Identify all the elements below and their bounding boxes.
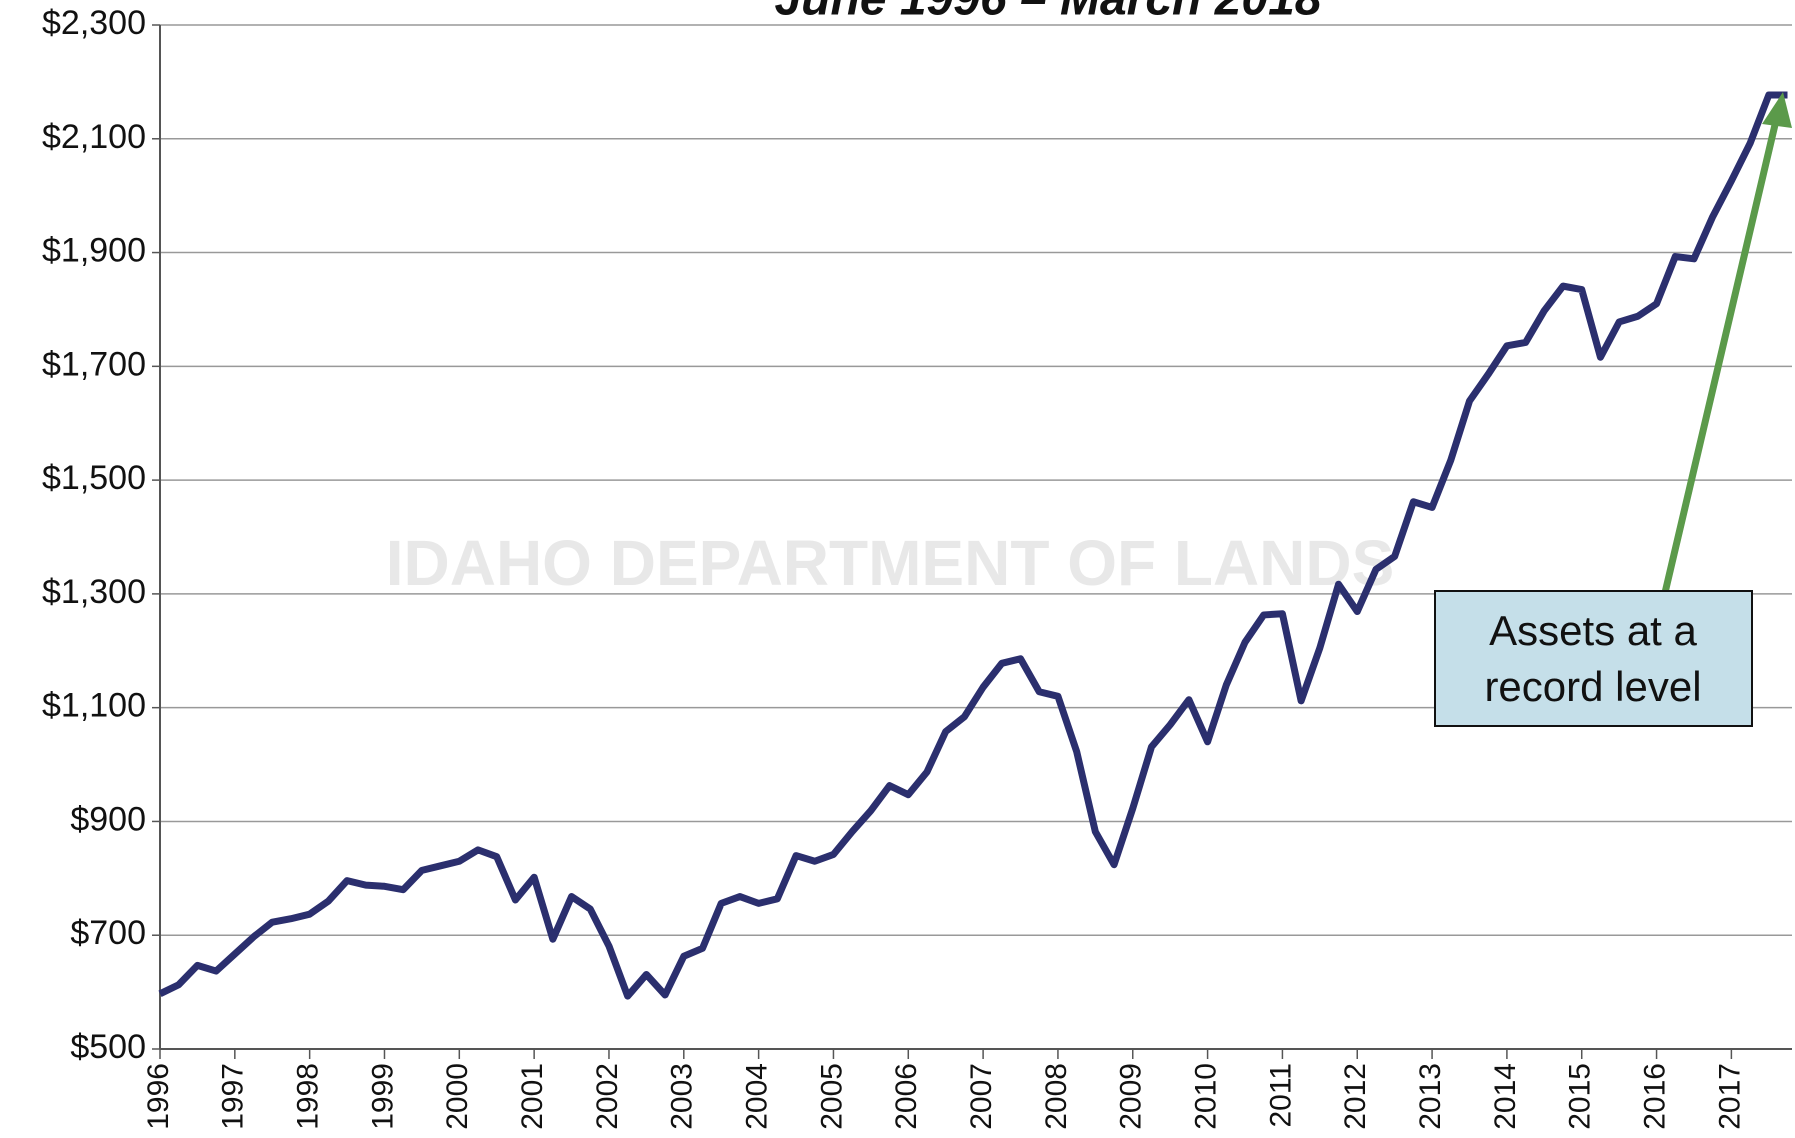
- x-tick-label: 2016: [1638, 1063, 1671, 1130]
- x-tick-label: 2003: [666, 1063, 699, 1130]
- arrow-head: [1762, 92, 1792, 128]
- x-tick-label: 2014: [1489, 1063, 1522, 1130]
- y-tick-label: $900: [70, 800, 146, 838]
- annotation-text: Assets at a: [1489, 607, 1697, 654]
- x-tick-label: 2000: [441, 1063, 474, 1130]
- x-tick-label: 1997: [217, 1063, 250, 1130]
- x-tick-label: 2010: [1190, 1063, 1223, 1130]
- x-tick-label: 2006: [890, 1063, 923, 1130]
- annotation-text: record level: [1484, 663, 1701, 710]
- y-tick-label: $1,100: [42, 687, 146, 725]
- x-tick-label: 2012: [1339, 1063, 1372, 1130]
- watermark: IDAHO DEPARTMENT OF LANDS: [386, 527, 1395, 599]
- annotation-box: [1434, 590, 1753, 727]
- x-tick-label: 2009: [1115, 1063, 1148, 1130]
- x-tick-label: 2011: [1264, 1063, 1297, 1128]
- data-line: [158, 91, 1788, 1000]
- x-tick-label: 1996: [142, 1063, 175, 1130]
- y-tick-label: $1,500: [42, 459, 146, 497]
- x-tick-label: 2004: [741, 1063, 774, 1130]
- y-tick-label: $2,100: [42, 118, 146, 156]
- x-tick-label: 2017: [1713, 1063, 1746, 1130]
- y-tick-label: $1,300: [42, 573, 146, 611]
- y-tick-label: $700: [70, 914, 146, 952]
- x-tick-label: 1998: [292, 1063, 325, 1130]
- x-tick-label: 2015: [1564, 1063, 1597, 1130]
- annotation-arrow: [1660, 111, 1782, 598]
- y-tick-label: $1,900: [42, 232, 146, 270]
- chart-title: June 1996 – March 2018: [774, 0, 1321, 26]
- y-tick-label: $2,300: [42, 4, 146, 42]
- x-tick-label: 2001: [516, 1063, 549, 1130]
- x-tick-label: 2005: [815, 1063, 848, 1130]
- x-tick-label: 1999: [366, 1063, 399, 1130]
- y-tick-label: $1,700: [42, 345, 146, 383]
- x-tick-label: 2008: [1040, 1063, 1073, 1130]
- y-tick-label: $500: [70, 1028, 146, 1066]
- x-tick-label: 2007: [965, 1063, 998, 1130]
- x-tick-label: 2013: [1414, 1063, 1447, 1130]
- x-tick-label: 2002: [591, 1063, 624, 1130]
